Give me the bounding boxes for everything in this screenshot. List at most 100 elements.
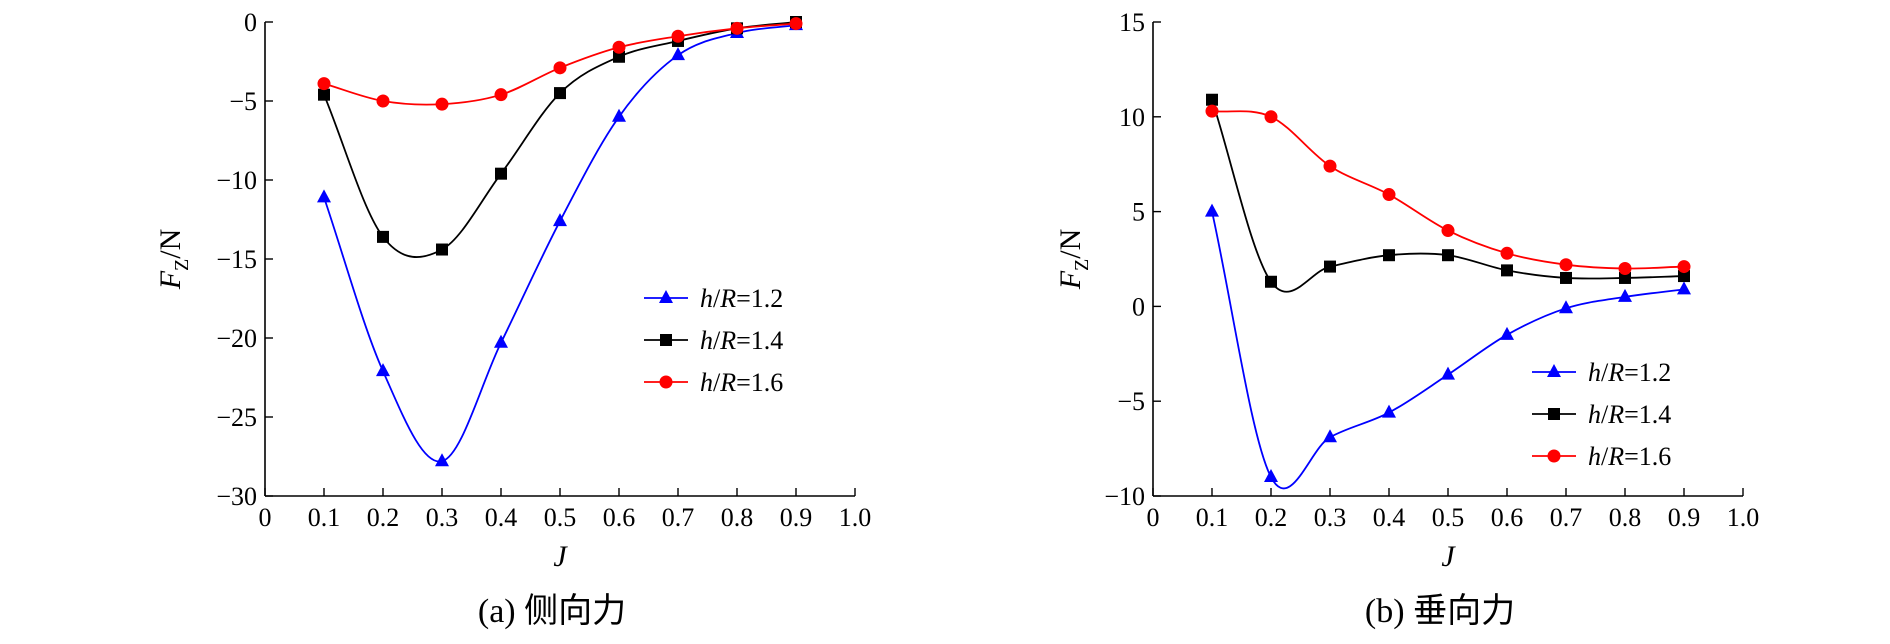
data-point — [1442, 249, 1454, 262]
y-tick-label: 0 — [244, 8, 257, 37]
data-point — [435, 453, 449, 467]
series-line — [1211, 110, 1685, 270]
x-tick-label: 0.7 — [662, 503, 695, 532]
series-h/R=1.6 — [317, 17, 803, 111]
data-point — [1618, 261, 1632, 275]
data-point — [494, 334, 508, 348]
series-h/R=1.2 — [317, 17, 803, 467]
x-axis-label: J — [1441, 540, 1456, 573]
x-tick-label: 0.4 — [485, 503, 518, 532]
data-point — [1324, 260, 1336, 273]
legend-label: h/R=1.6 — [1588, 442, 1671, 471]
y-tick-label: −10 — [1104, 482, 1145, 511]
data-point — [317, 189, 331, 203]
y-tick-label: −10 — [216, 166, 257, 195]
data-point — [553, 61, 567, 75]
data-point — [789, 17, 803, 31]
y-tick-label: 15 — [1119, 8, 1145, 37]
legend-item: h/R=1.6 — [644, 368, 783, 397]
y-tick-label: −5 — [229, 87, 257, 116]
data-point — [1264, 110, 1278, 124]
x-tick-label: 0.5 — [544, 503, 577, 532]
data-point — [1323, 159, 1337, 173]
chart-panel-b: 0 0.1 0.2 0.3 0.4 0.5 0.6 0.7 0.8 0.9 1.0 15 10 5 0 −5 −… — [1054, 8, 1759, 630]
panel-caption: (b) 垂向力 — [1365, 592, 1515, 630]
y-axis-label: FZ/N — [1054, 229, 1093, 291]
data-point — [1441, 224, 1455, 238]
legend-item: h/R=1.4 — [1532, 400, 1671, 429]
legend-marker — [659, 375, 673, 389]
data-point — [436, 243, 448, 256]
legend-item: h/R=1.6 — [1532, 442, 1671, 471]
x-tick-label: 0.1 — [308, 503, 341, 532]
y-tick-label: −5 — [1117, 387, 1145, 416]
x-tick-label: 0.6 — [1491, 503, 1524, 532]
data-point — [1383, 249, 1395, 262]
data-point — [1559, 300, 1573, 314]
y-tick-label: −20 — [216, 324, 257, 353]
data-point — [317, 77, 331, 91]
data-point — [554, 87, 566, 100]
legend-label: h/R=1.6 — [700, 368, 783, 397]
y-tick-label: −30 — [216, 482, 257, 511]
legend-marker — [659, 290, 673, 303]
data-point — [1205, 203, 1219, 217]
data-point — [318, 88, 330, 101]
data-point — [671, 29, 685, 43]
data-point — [1560, 271, 1572, 284]
data-point — [376, 363, 390, 377]
data-point — [495, 167, 507, 180]
data-point — [1501, 264, 1513, 277]
data-point — [1500, 246, 1514, 260]
x-tick-label: 0.1 — [1196, 503, 1229, 532]
data-point — [376, 94, 390, 108]
data-point — [377, 230, 389, 243]
x-tick-label: 0.7 — [1550, 503, 1583, 532]
legend-label: h/R=1.2 — [700, 284, 783, 313]
legend-marker — [1547, 449, 1561, 463]
y-tick-label: −15 — [216, 245, 257, 274]
series-line — [1211, 99, 1685, 293]
data-point — [1500, 326, 1514, 340]
data-point — [1382, 404, 1396, 418]
data-point — [1264, 469, 1278, 483]
data-point — [1206, 93, 1218, 106]
legend-marker — [660, 334, 672, 346]
data-point — [1265, 275, 1277, 288]
series-h/R=1.6 — [1205, 104, 1691, 275]
x-tick-label: 0.8 — [1609, 503, 1642, 532]
data-point — [612, 108, 626, 122]
panel-caption: (a) 侧向力 — [478, 592, 626, 630]
data-point — [671, 47, 685, 61]
y-tick-label: −25 — [216, 403, 257, 432]
y-tick-label: 5 — [1132, 198, 1145, 227]
legend-item: h/R=1.4 — [644, 326, 783, 355]
x-tick-label: 0.2 — [1255, 503, 1288, 532]
data-point — [1618, 288, 1632, 302]
legend-item: h/R=1.2 — [644, 284, 783, 313]
x-tick-label: 0.4 — [1373, 503, 1406, 532]
x-tick-label: 0.6 — [603, 503, 636, 532]
data-point — [1677, 260, 1691, 274]
x-tick-label: 1.0 — [839, 503, 872, 532]
x-tick-label: 0.9 — [1668, 503, 1701, 532]
x-tick-label: 0.8 — [721, 503, 754, 532]
x-tick-label: 0 — [1147, 503, 1160, 532]
legend-label: h/R=1.4 — [1588, 400, 1671, 429]
data-point — [553, 213, 567, 227]
data-point — [1559, 258, 1573, 272]
data-point — [435, 97, 449, 111]
data-point — [1441, 366, 1455, 380]
x-tick-label: 0 — [259, 503, 272, 532]
x-tick-label: 1.0 — [1727, 503, 1760, 532]
data-point — [1323, 429, 1337, 443]
x-tick-label: 0.5 — [1432, 503, 1465, 532]
legend-marker — [1548, 408, 1560, 420]
legend-marker — [1547, 364, 1561, 377]
data-point — [494, 88, 508, 102]
x-axis-label: J — [553, 540, 568, 573]
series-h/R=1.2 — [1205, 203, 1691, 490]
series-h/R=1.4 — [1206, 93, 1690, 293]
data-point — [1205, 104, 1219, 118]
